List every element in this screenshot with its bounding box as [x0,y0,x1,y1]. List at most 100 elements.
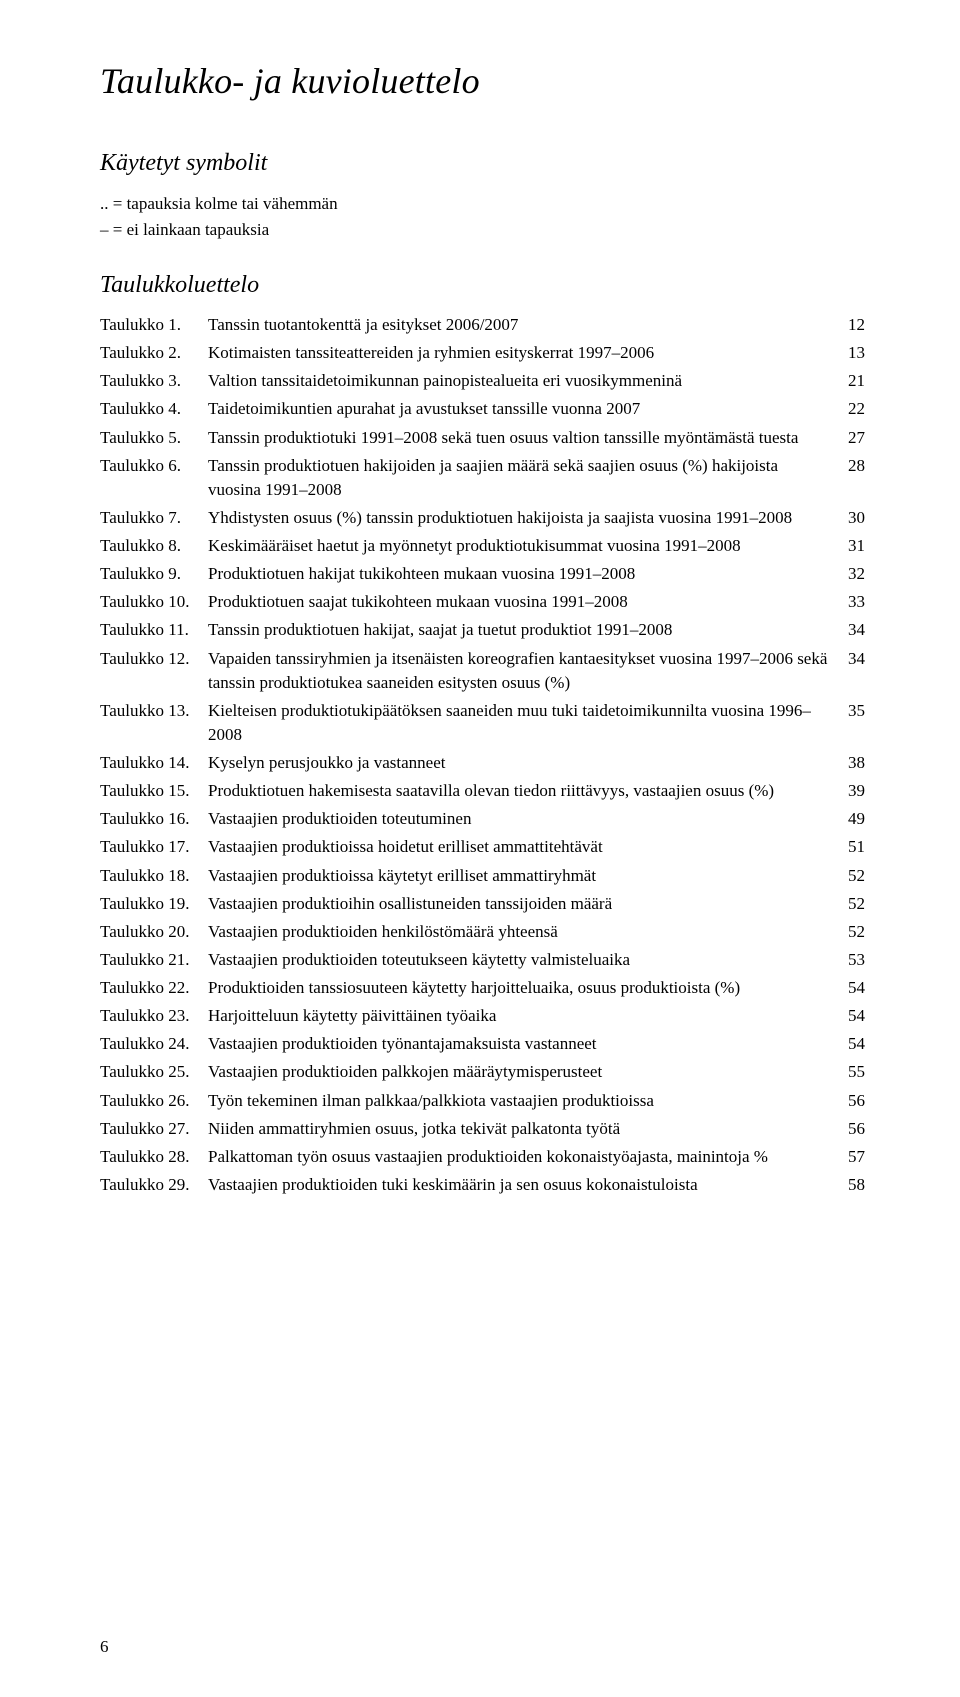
toc-label: Taulukko 8. [100,534,208,558]
toc-label: Taulukko 20. [100,920,208,944]
toc-description: Vastaajien produktioihin osallistuneiden… [208,892,848,916]
toc-page-number: 54 [848,976,865,1000]
toc-row: Taulukko 18.Vastaajien produktioissa käy… [100,864,865,888]
toc-page-number: 56 [848,1117,865,1141]
toc-description: Valtion tanssitaidetoimikunnan painopist… [208,369,848,393]
toc-description: Työn tekeminen ilman palkkaa/palkkiota v… [208,1089,848,1113]
toc-row: Taulukko 2.Kotimaisten tanssiteattereide… [100,341,865,365]
toc-page-number: 12 [848,313,865,337]
toc-row: Taulukko 26.Työn tekeminen ilman palkkaa… [100,1089,865,1113]
toc-row: Taulukko 17.Vastaajien produktioissa hoi… [100,835,865,859]
toc-row: Taulukko 20.Vastaajien produktioiden hen… [100,920,865,944]
toc-label: Taulukko 6. [100,454,208,478]
toc-row: Taulukko 27.Niiden ammattiryhmien osuus,… [100,1117,865,1141]
toc-label: Taulukko 25. [100,1060,208,1084]
toc-description: Vastaajien produktioissa hoidetut erilli… [208,835,848,859]
toc-row: Taulukko 13.Kielteisen produktiotukipäät… [100,699,865,747]
toc-page-number: 27 [848,426,865,450]
toc-description: Vastaajien produktioiden tuki keskimääri… [208,1173,848,1197]
toc-description: Kyselyn perusjoukko ja vastanneet [208,751,848,775]
toc-label: Taulukko 11. [100,618,208,642]
toc-label: Taulukko 7. [100,506,208,530]
toc-page-number: 38 [848,751,865,775]
toc-description: Tanssin produktiotuki 1991–2008 sekä tue… [208,426,848,450]
toc-row: Taulukko 16.Vastaajien produktioiden tot… [100,807,865,831]
toc-row: Taulukko 25.Vastaajien produktioiden pal… [100,1060,865,1084]
toc-page-number: 52 [848,920,865,944]
toc-row: Taulukko 8.Keskimääräiset haetut ja myön… [100,534,865,558]
toc-label: Taulukko 1. [100,313,208,337]
toc-row: Taulukko 7.Yhdistysten osuus (%) tanssin… [100,506,865,530]
toc-row: Taulukko 10.Produktiotuen saajat tukikoh… [100,590,865,614]
table-of-contents: Taulukko 1.Tanssin tuotantokenttä ja esi… [100,313,865,1197]
toc-label: Taulukko 26. [100,1089,208,1113]
toc-page-number: 55 [848,1060,865,1084]
toc-description: Taidetoimikuntien apurahat ja avustukset… [208,397,848,421]
toc-description: Produktioiden tanssiosuuteen käytetty ha… [208,976,848,1000]
page-title: Taulukko- ja kuvioluettelo [100,60,865,102]
toc-description: Vastaajien produktioiden työnantajamaksu… [208,1032,848,1056]
toc-row: Taulukko 11.Tanssin produktiotuen hakija… [100,618,865,642]
toc-row: Taulukko 9.Produktiotuen hakijat tukikoh… [100,562,865,586]
toc-label: Taulukko 21. [100,948,208,972]
toc-label: Taulukko 2. [100,341,208,365]
toc-description: Kotimaisten tanssiteattereiden ja ryhmie… [208,341,848,365]
toc-page-number: 22 [848,397,865,421]
toc-description: Produktiotuen hakemisesta saatavilla ole… [208,779,848,803]
toc-row: Taulukko 4.Taidetoimikuntien apurahat ja… [100,397,865,421]
toc-row: Taulukko 22.Produktioiden tanssiosuuteen… [100,976,865,1000]
toc-row: Taulukko 24.Vastaajien produktioiden työ… [100,1032,865,1056]
toc-page-number: 57 [848,1145,865,1169]
page-number: 6 [100,1637,109,1657]
toc-page-number: 13 [848,341,865,365]
toc-page-number: 54 [848,1032,865,1056]
toc-description: Produktiotuen saajat tukikohteen mukaan … [208,590,848,614]
toc-row: Taulukko 19.Vastaajien produktioihin osa… [100,892,865,916]
toc-label: Taulukko 15. [100,779,208,803]
document-page: Taulukko- ja kuvioluettelo Käytetyt symb… [0,0,960,1697]
toc-description: Niiden ammattiryhmien osuus, jotka tekiv… [208,1117,848,1141]
toc-row: Taulukko 14.Kyselyn perusjoukko ja vasta… [100,751,865,775]
toc-description: Yhdistysten osuus (%) tanssin produktiot… [208,506,848,530]
toc-page-number: 58 [848,1173,865,1197]
toc-page-number: 31 [848,534,865,558]
toc-page-number: 30 [848,506,865,530]
toc-page-number: 52 [848,892,865,916]
toc-label: Taulukko 14. [100,751,208,775]
toc-label: Taulukko 10. [100,590,208,614]
toc-label: Taulukko 24. [100,1032,208,1056]
toc-description: Vapaiden tanssiryhmien ja itsenäisten ko… [208,647,848,695]
toc-page-number: 53 [848,948,865,972]
symbols-heading: Käytetyt symbolit [100,150,865,177]
toc-row: Taulukko 15.Produktiotuen hakemisesta sa… [100,779,865,803]
toc-label: Taulukko 16. [100,807,208,831]
toc-label: Taulukko 4. [100,397,208,421]
toc-label: Taulukko 5. [100,426,208,450]
toc-label: Taulukko 13. [100,699,208,723]
toc-description: Kielteisen produktiotukipäätöksen saanei… [208,699,848,747]
toc-description: Vastaajien produktioiden toteutukseen kä… [208,948,848,972]
toc-description: Vastaajien produktioiden toteutuminen [208,807,848,831]
toc-page-number: 33 [848,590,865,614]
toc-description: Palkattoman työn osuus vastaajien produk… [208,1145,848,1169]
toc-page-number: 34 [848,618,865,642]
toc-row: Taulukko 12.Vapaiden tanssiryhmien ja it… [100,647,865,695]
symbol-line: – = ei lainkaan tapauksia [100,217,865,243]
toc-heading: Taulukkoluettelo [100,272,865,299]
toc-page-number: 21 [848,369,865,393]
toc-row: Taulukko 29.Vastaajien produktioiden tuk… [100,1173,865,1197]
toc-description: Vastaajien produktioissa käytetyt erilli… [208,864,848,888]
toc-label: Taulukko 12. [100,647,208,671]
toc-description: Tanssin tuotantokenttä ja esitykset 2006… [208,313,848,337]
toc-description: Vastaajien produktioiden henkilöstömäärä… [208,920,848,944]
toc-label: Taulukko 3. [100,369,208,393]
toc-row: Taulukko 28.Palkattoman työn osuus vasta… [100,1145,865,1169]
toc-label: Taulukko 18. [100,864,208,888]
toc-row: Taulukko 5.Tanssin produktiotuki 1991–20… [100,426,865,450]
toc-page-number: 39 [848,779,865,803]
toc-description: Vastaajien produktioiden palkkojen määrä… [208,1060,848,1084]
toc-row: Taulukko 1.Tanssin tuotantokenttä ja esi… [100,313,865,337]
toc-label: Taulukko 9. [100,562,208,586]
toc-label: Taulukko 17. [100,835,208,859]
toc-description: Tanssin produktiotuen hakijoiden ja saaj… [208,454,848,502]
